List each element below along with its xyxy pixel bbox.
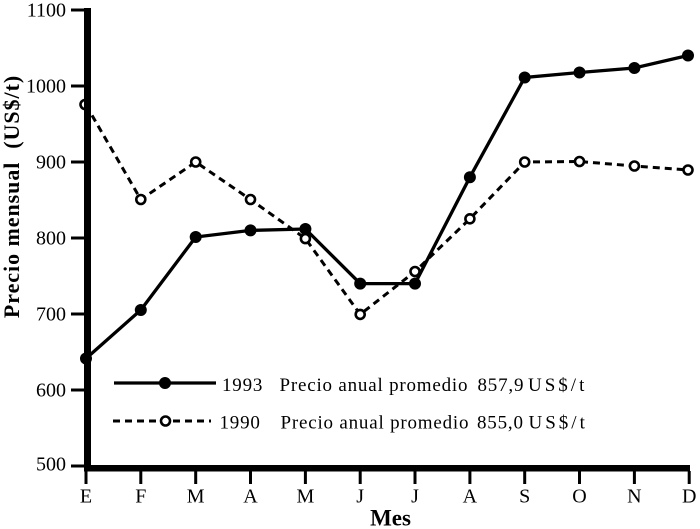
svg-text:Mes: Mes bbox=[370, 506, 411, 529]
svg-text:O: O bbox=[572, 486, 586, 508]
svg-text:F: F bbox=[135, 486, 146, 508]
svg-text:1000: 1000 bbox=[26, 76, 66, 98]
svg-text:M: M bbox=[297, 486, 315, 508]
svg-text:D: D bbox=[682, 486, 696, 508]
svg-text:800: 800 bbox=[36, 228, 66, 250]
svg-text:A: A bbox=[463, 486, 478, 508]
svg-text:600: 600 bbox=[36, 380, 66, 402]
svg-text:S: S bbox=[519, 486, 530, 508]
svg-text:A: A bbox=[243, 486, 258, 508]
svg-text:E: E bbox=[80, 486, 92, 508]
svg-text:900: 900 bbox=[36, 152, 66, 174]
svg-text:Precio mensual (US$/t): Precio mensual (US$/t) bbox=[0, 75, 24, 318]
svg-text:500: 500 bbox=[36, 454, 66, 476]
svg-text:700: 700 bbox=[36, 304, 66, 326]
svg-text:J: J bbox=[356, 486, 364, 508]
svg-text:J: J bbox=[411, 486, 419, 508]
svg-text:N: N bbox=[627, 486, 641, 508]
svg-text:1100: 1100 bbox=[27, 0, 66, 22]
svg-text:M: M bbox=[187, 486, 205, 508]
